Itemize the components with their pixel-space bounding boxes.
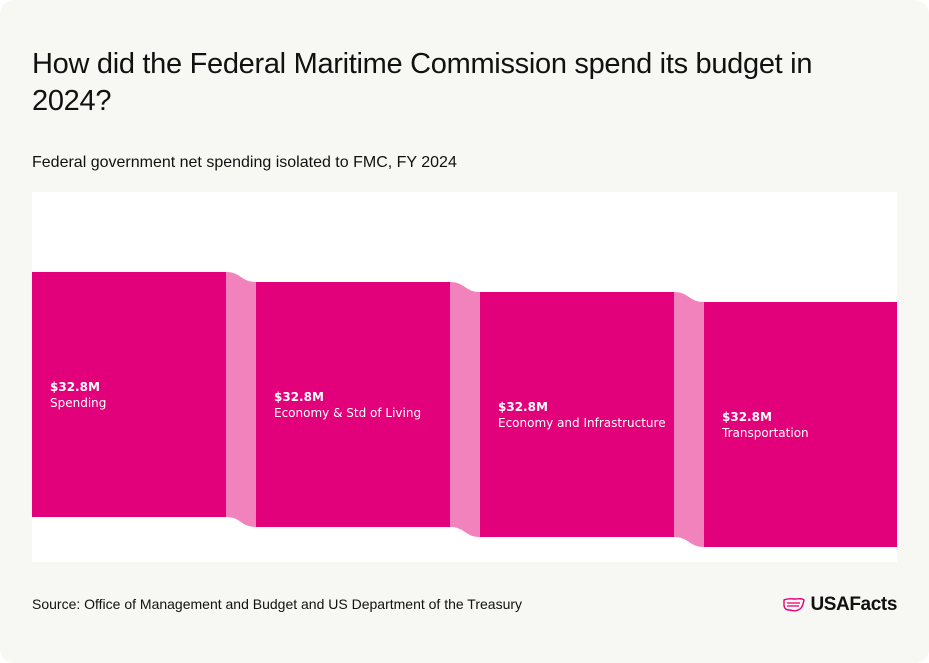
sankey-chart: $32.8M Spending $32.8M Economy & Std of Liv… xyxy=(32,192,897,562)
node-name-label: Economy & Std of Living xyxy=(274,405,422,420)
sankey-node-economy-and-std-of-living xyxy=(256,282,450,527)
sankey-node-spending xyxy=(32,272,226,517)
node-value-label: $32.8M xyxy=(274,389,324,404)
node-label-economy-and-std-of-living: $32.8M Economy & Std of Living xyxy=(274,389,421,421)
node-value-label: $32.8M xyxy=(722,409,772,424)
node-name-label: Economy and Infrastructure xyxy=(498,415,666,430)
node-name-label: Spending xyxy=(50,395,107,410)
brand-name: USAFacts xyxy=(810,594,897,615)
sankey-link-1 xyxy=(226,272,256,527)
source-note: Source: Office of Management and Budget … xyxy=(32,596,523,612)
sankey-link-3 xyxy=(674,292,704,547)
node-label-economy-and-infrastructure: $32.8M Economy and Infrastructure xyxy=(498,399,666,431)
sankey-link-2 xyxy=(450,282,480,537)
chart-title: How did the Federal Maritime Commission … xyxy=(32,48,813,117)
us-flag-map-icon xyxy=(783,598,806,612)
node-value-label: $32.8M xyxy=(50,379,100,394)
sankey-node-transportation xyxy=(704,302,897,547)
sankey-node-economy-and-infrastructure xyxy=(480,292,674,537)
usafacts-logo: USAFacts xyxy=(782,593,897,617)
node-label-spending: $32.8M Spending xyxy=(50,379,106,411)
node-label-transportation: $32.8M Transportation xyxy=(722,409,809,441)
chart-subtitle: Federal government net spending isolated… xyxy=(32,154,457,171)
node-name-label: Transportation xyxy=(722,425,809,440)
node-value-label: $32.8M xyxy=(498,399,548,414)
sankey-svg xyxy=(32,272,897,547)
